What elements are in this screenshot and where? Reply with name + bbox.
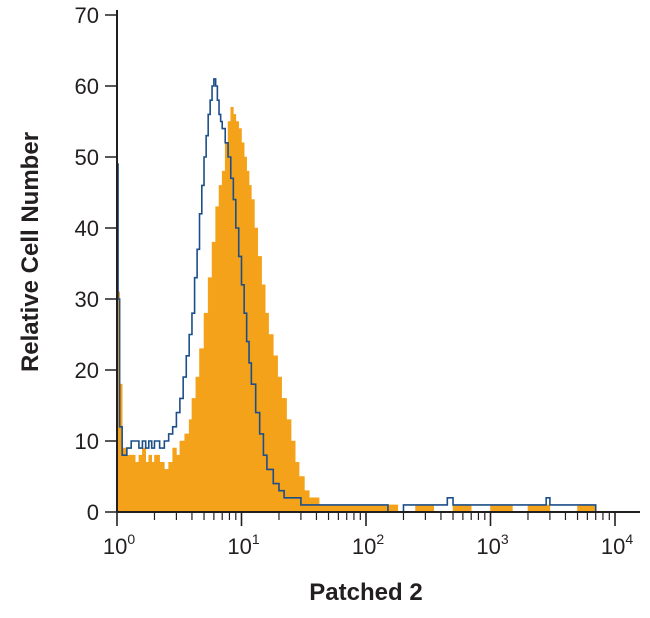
series-0-filled-histogram [116,107,615,513]
x-tick-label-4: 104 [601,531,633,559]
x-tick-label-0: 100 [103,531,135,559]
y-tick-label-50: 50 [75,145,99,170]
labels-layer: 0 10 20 30 40 50 60 70 100 101 102 103 104 Patched 2 R… [17,3,633,606]
y-tick-label-30: 30 [75,287,99,312]
series-1-outline-histogram [116,78,615,513]
y-tick-label-60: 60 [75,74,99,99]
x-tick-label-1: 101 [227,531,259,559]
y-tick-label-40: 40 [75,216,99,241]
x-tick-label-3: 103 [476,531,508,559]
y-tick-label-20: 20 [75,358,99,383]
series-layer [116,78,615,513]
y-axis-title: Relative Cell Number [17,132,44,372]
y-tick-label-10: 10 [75,429,99,454]
x-axis-title: Patched 2 [309,579,422,606]
axes-layer [105,10,640,526]
x-tick-label-2: 102 [352,531,384,559]
y-tick-label-70: 70 [75,3,99,28]
y-tick-label-0: 0 [87,500,99,525]
